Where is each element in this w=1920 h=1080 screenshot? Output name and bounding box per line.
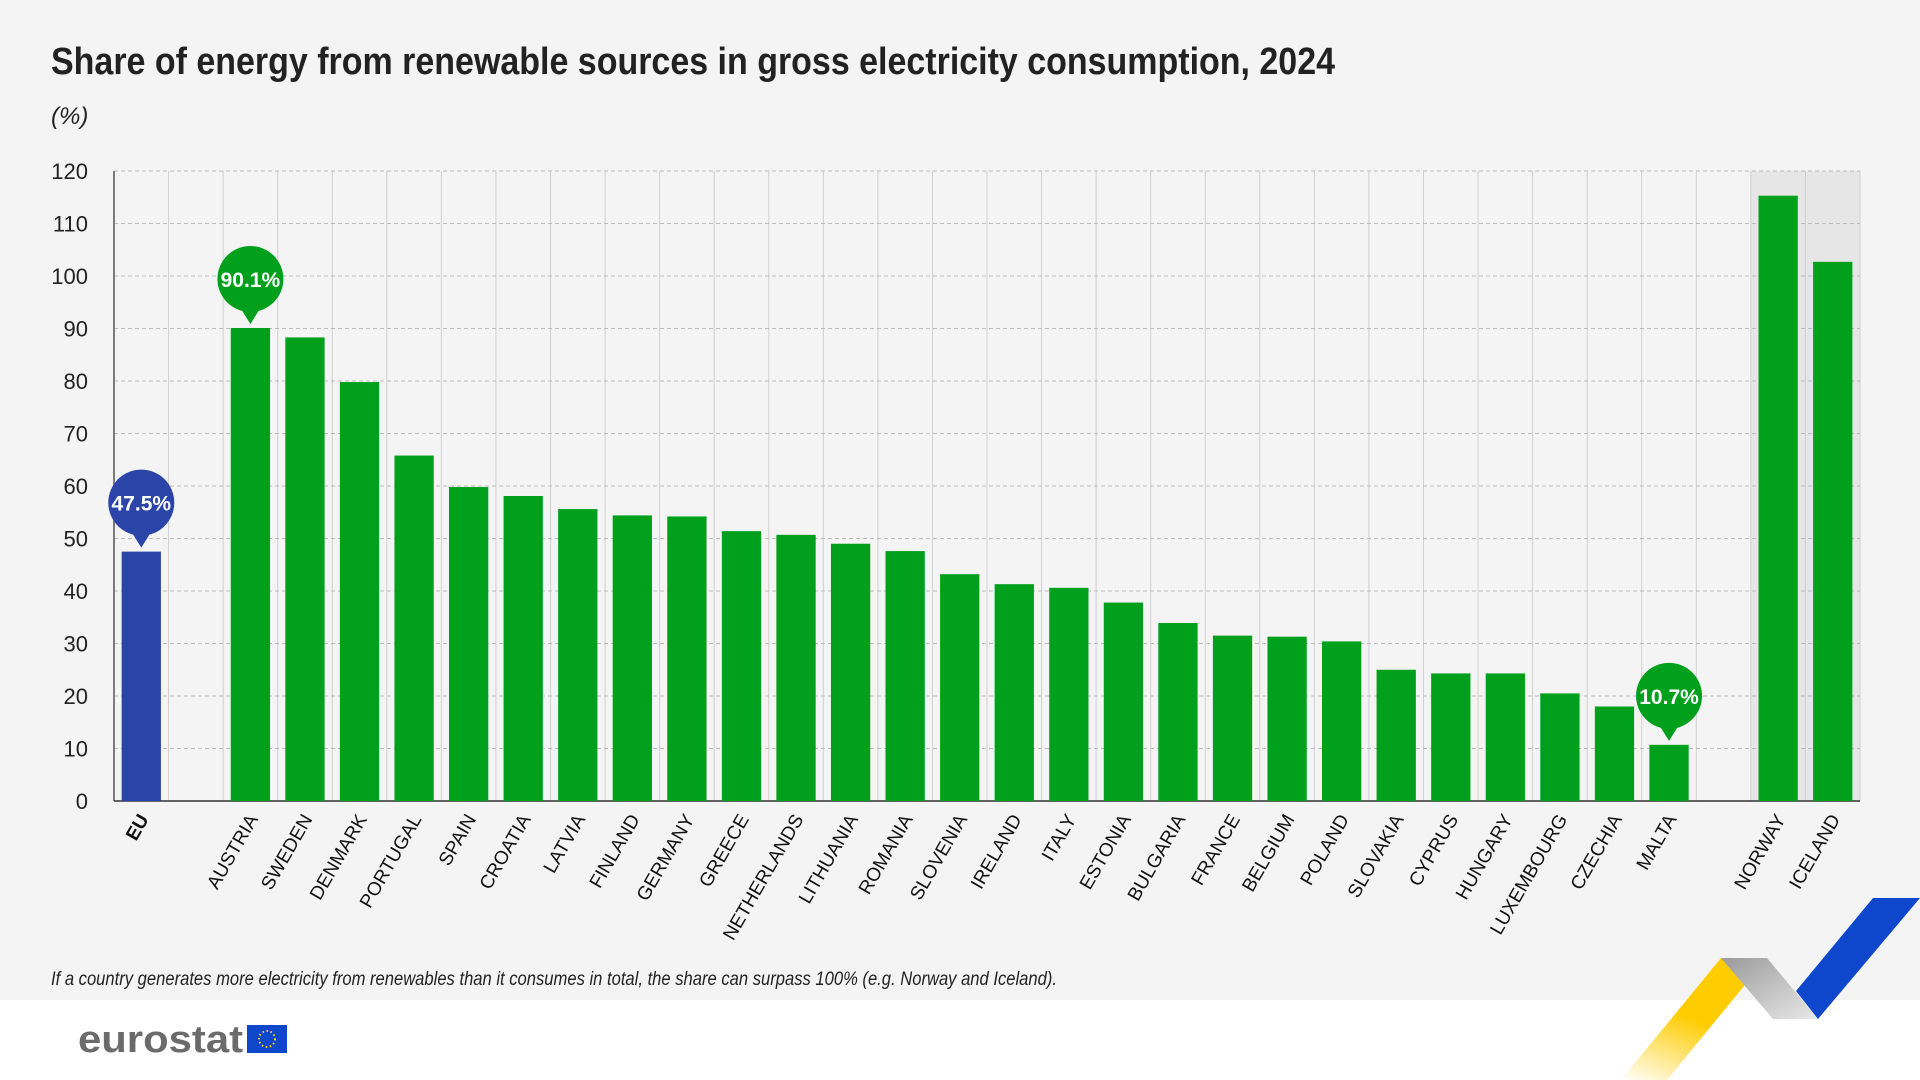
bar-iceland <box>1813 261 1853 801</box>
bubble-pointer <box>240 307 261 324</box>
x-tick-label: SPAIN <box>435 811 481 870</box>
value-bubble <box>217 245 284 312</box>
x-tick-label: AUSTRIA <box>203 811 263 893</box>
bar-bulgaria <box>1158 623 1198 801</box>
data-label: 47.5% <box>112 493 172 516</box>
y-tick-label: 120 <box>51 159 88 184</box>
bar-netherlands <box>776 534 816 801</box>
y-tick-label: 0 <box>76 789 88 814</box>
chart-title: Share of energy from renewable sources i… <box>51 41 1335 83</box>
bar-croatia <box>503 495 543 801</box>
y-tick-label: 100 <box>51 264 88 289</box>
x-tick-label: ESTONIA <box>1076 811 1136 894</box>
data-label: 10.7% <box>1639 686 1699 709</box>
plot-area: 0 10 20 30 40 50 60 70 80 90 100 110 120 EU AUSTRIASWE… <box>51 159 1861 944</box>
x-tick-label: GREECE <box>695 811 753 891</box>
x-tick-label: SLOVAKIA <box>1344 811 1409 902</box>
footnote: If a country generates more electricity … <box>51 969 1057 990</box>
bar-estonia <box>1103 602 1144 801</box>
bar-belgium <box>1267 636 1307 801</box>
bar-lithuania <box>830 543 871 801</box>
x-tick-label: FINLAND <box>586 811 645 892</box>
x-tick-label: SWEDEN <box>257 811 317 894</box>
bar-spain <box>449 487 489 801</box>
bar-slovakia <box>1376 669 1416 801</box>
bar-malta <box>1649 744 1689 801</box>
x-tick-label: GERMANY <box>633 811 699 905</box>
y-tick-label: 40 <box>64 579 88 604</box>
eu-flag-icon <box>247 1025 287 1053</box>
x-tick-label: ICELAND <box>1786 811 1845 893</box>
bar-germany <box>667 516 707 801</box>
bar-austria <box>230 327 271 801</box>
x-tick-label: EU <box>122 811 153 844</box>
bubble-pointer <box>131 531 152 548</box>
bar-france <box>1212 635 1253 801</box>
data-label: 90.1% <box>221 269 281 292</box>
x-tick-label: IRELAND <box>967 811 1026 893</box>
eurostat-logo: eurostat <box>78 1019 287 1061</box>
x-tick-label: ITALY <box>1038 811 1081 865</box>
y-tick-label: 60 <box>64 474 88 499</box>
bar-eu <box>121 551 161 801</box>
footer-band <box>0 1000 1920 1080</box>
y-tick-label: 80 <box>64 369 88 394</box>
x-tick-label: BELGIUM <box>1238 811 1299 896</box>
value-bubble <box>1636 662 1703 729</box>
bubble-pointer <box>1659 724 1680 741</box>
y-tick-label: 110 <box>53 212 88 237</box>
bar-norway <box>1758 195 1798 802</box>
x-tick-label: POLAND <box>1297 811 1354 889</box>
bar-poland <box>1322 641 1362 801</box>
bar-greece <box>721 531 762 801</box>
bar-latvia <box>558 509 598 801</box>
unit-label: (%) <box>51 103 88 130</box>
y-tick-label: 30 <box>64 632 88 657</box>
x-tick-label: MALTA <box>1633 811 1682 874</box>
bar-portugal <box>394 455 434 801</box>
x-tick-label: CROATIA <box>476 811 536 894</box>
x-tick-label: FRANCE <box>1188 811 1245 889</box>
value-bubble <box>108 469 175 536</box>
y-tick-label: 50 <box>64 527 88 552</box>
bar-italy <box>1049 587 1089 801</box>
bar-ireland <box>994 584 1034 801</box>
y-tick-label: 70 <box>64 422 88 447</box>
bar-czechia <box>1594 706 1635 801</box>
x-tick-label: SLOVENIA <box>906 811 972 904</box>
bar-romania <box>885 551 925 801</box>
x-tick-label: CYPRUS <box>1405 811 1463 890</box>
bar-cyprus <box>1431 673 1471 801</box>
bar-hungary <box>1485 673 1525 801</box>
bar-denmark <box>339 382 380 801</box>
x-tick-label: LATVIA <box>540 811 590 877</box>
x-tick-label: NORWAY <box>1731 811 1791 894</box>
y-tick-label: 10 <box>64 737 88 762</box>
logo-text: eurostat <box>78 1019 243 1061</box>
x-tick-label: ROMANIA <box>855 811 918 899</box>
y-tick-label: 20 <box>64 684 88 709</box>
bar-slovenia <box>940 574 980 801</box>
bar-sweden <box>285 337 325 801</box>
y-tick-label: 90 <box>64 317 88 342</box>
bar-finland <box>612 515 652 801</box>
bar-luxembourg <box>1540 693 1580 801</box>
x-tick-label: BULGARIA <box>1124 811 1190 905</box>
decorative-ribbon <box>1621 898 1920 1080</box>
x-tick-label: CZECHIA <box>1567 811 1627 894</box>
